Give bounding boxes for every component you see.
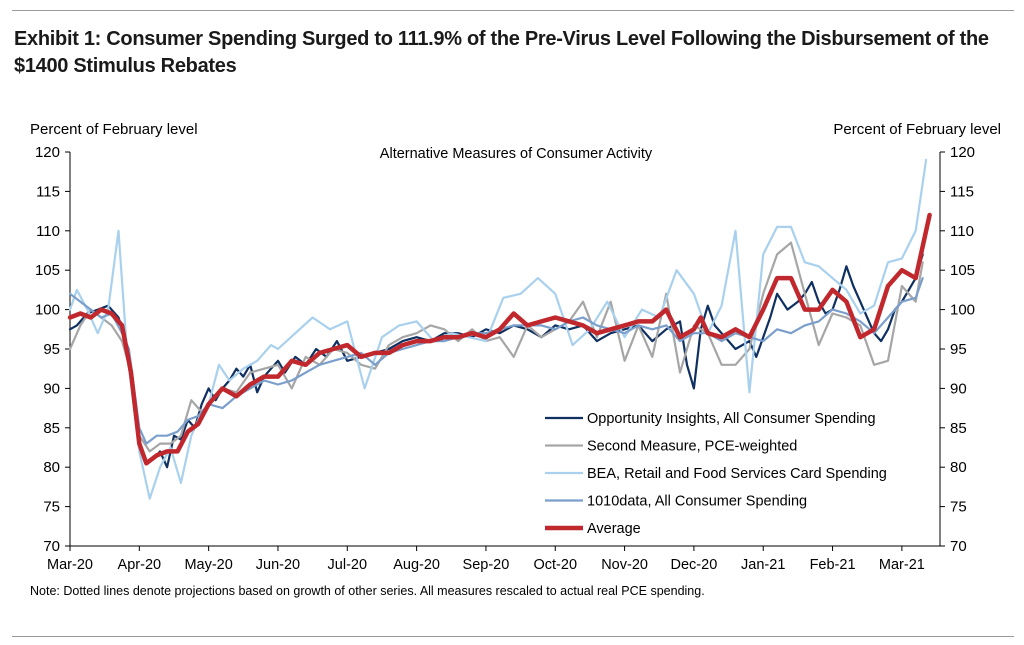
- legend-label-1010data-all-consumer-spending: 1010data, All Consumer Spending: [587, 494, 807, 510]
- y-tick-label-left: 120: [35, 144, 60, 161]
- chart-title: Alternative Measures of Consumer Activit…: [380, 146, 653, 162]
- legend-label-second-measure-pce-weighted: Second Measure, PCE-weighted: [587, 439, 797, 455]
- x-tick-label: May-20: [184, 557, 232, 573]
- y-tick-label-left: 110: [36, 223, 60, 240]
- y-tick-label-right: 80: [950, 459, 967, 476]
- x-tick-label: Jun-20: [256, 557, 300, 573]
- y-tick-label-right: 100: [950, 302, 975, 319]
- y-tick-label-left: 70: [43, 538, 60, 555]
- x-tick-label: Nov-20: [601, 557, 648, 573]
- x-tick-label: Aug-20: [393, 557, 440, 573]
- y-tick-label-right: 105: [950, 262, 975, 279]
- legend-label-bea-retail-and-food-services-card-spending: BEA, Retail and Food Services Card Spend…: [587, 466, 887, 482]
- y-tick-label-left: 90: [43, 380, 60, 397]
- x-tick-label: Jan-21: [741, 557, 785, 573]
- y-tick-label-right: 90: [950, 380, 967, 397]
- series-line-second-measure-pce-weighted: [68, 241, 924, 453]
- y-tick-label-right: 75: [950, 499, 967, 516]
- y-tick-label-right: 110: [950, 223, 974, 240]
- y-tick-label-right: 85: [950, 420, 967, 437]
- bottom-divider: [12, 636, 1014, 637]
- y-tick-label-left: 80: [43, 459, 60, 476]
- top-divider: [12, 10, 1014, 11]
- y-tick-label-left: 75: [43, 499, 60, 516]
- x-tick-label: Oct-20: [534, 557, 578, 573]
- y-tick-label-right: 115: [950, 183, 974, 200]
- x-tick-label: Apr-20: [118, 557, 162, 573]
- x-tick-label: Feb-21: [810, 557, 856, 573]
- y-axis-label-right: Percent of February level: [833, 121, 1001, 138]
- legend-label-opportunity-insights-all-consumer-spending: Opportunity Insights, All Consumer Spend…: [587, 411, 876, 427]
- y-tick-label-right: 95: [950, 341, 967, 358]
- axis-ticks: 70 70 75 75 80 80 85 85 90 90 95 95 100 100 105 105 110 1…: [35, 144, 975, 573]
- y-tick-label-left: 95: [43, 341, 60, 358]
- chart-legend: Opportunity Insights, All Consumer Spend…: [545, 411, 887, 537]
- legend-label-average: Average: [587, 521, 641, 537]
- exhibit-title: Exhibit 1: Consumer Spending Surged to 1…: [14, 28, 989, 77]
- y-tick-label-left: 100: [35, 302, 60, 319]
- chart-axes: [69, 152, 941, 547]
- y-tick-label-right: 120: [950, 144, 975, 161]
- y-tick-label-right: 70: [950, 538, 967, 555]
- y-axis-label-left: Percent of February level: [30, 121, 198, 138]
- x-tick-label: Mar-21: [879, 557, 925, 573]
- chart-footnote: Note: Dotted lines denote projections ba…: [30, 584, 705, 598]
- y-tick-label-left: 115: [36, 183, 60, 200]
- y-tick-label-left: 105: [35, 262, 60, 279]
- series-line-average: [67, 212, 932, 466]
- x-tick-label: Jul-20: [328, 557, 368, 573]
- series-layer: [67, 158, 932, 500]
- x-tick-label: Mar-20: [47, 557, 93, 573]
- x-tick-label: Sep-20: [463, 557, 510, 573]
- x-tick-label: Dec-20: [671, 557, 718, 573]
- y-tick-label-left: 85: [43, 420, 60, 437]
